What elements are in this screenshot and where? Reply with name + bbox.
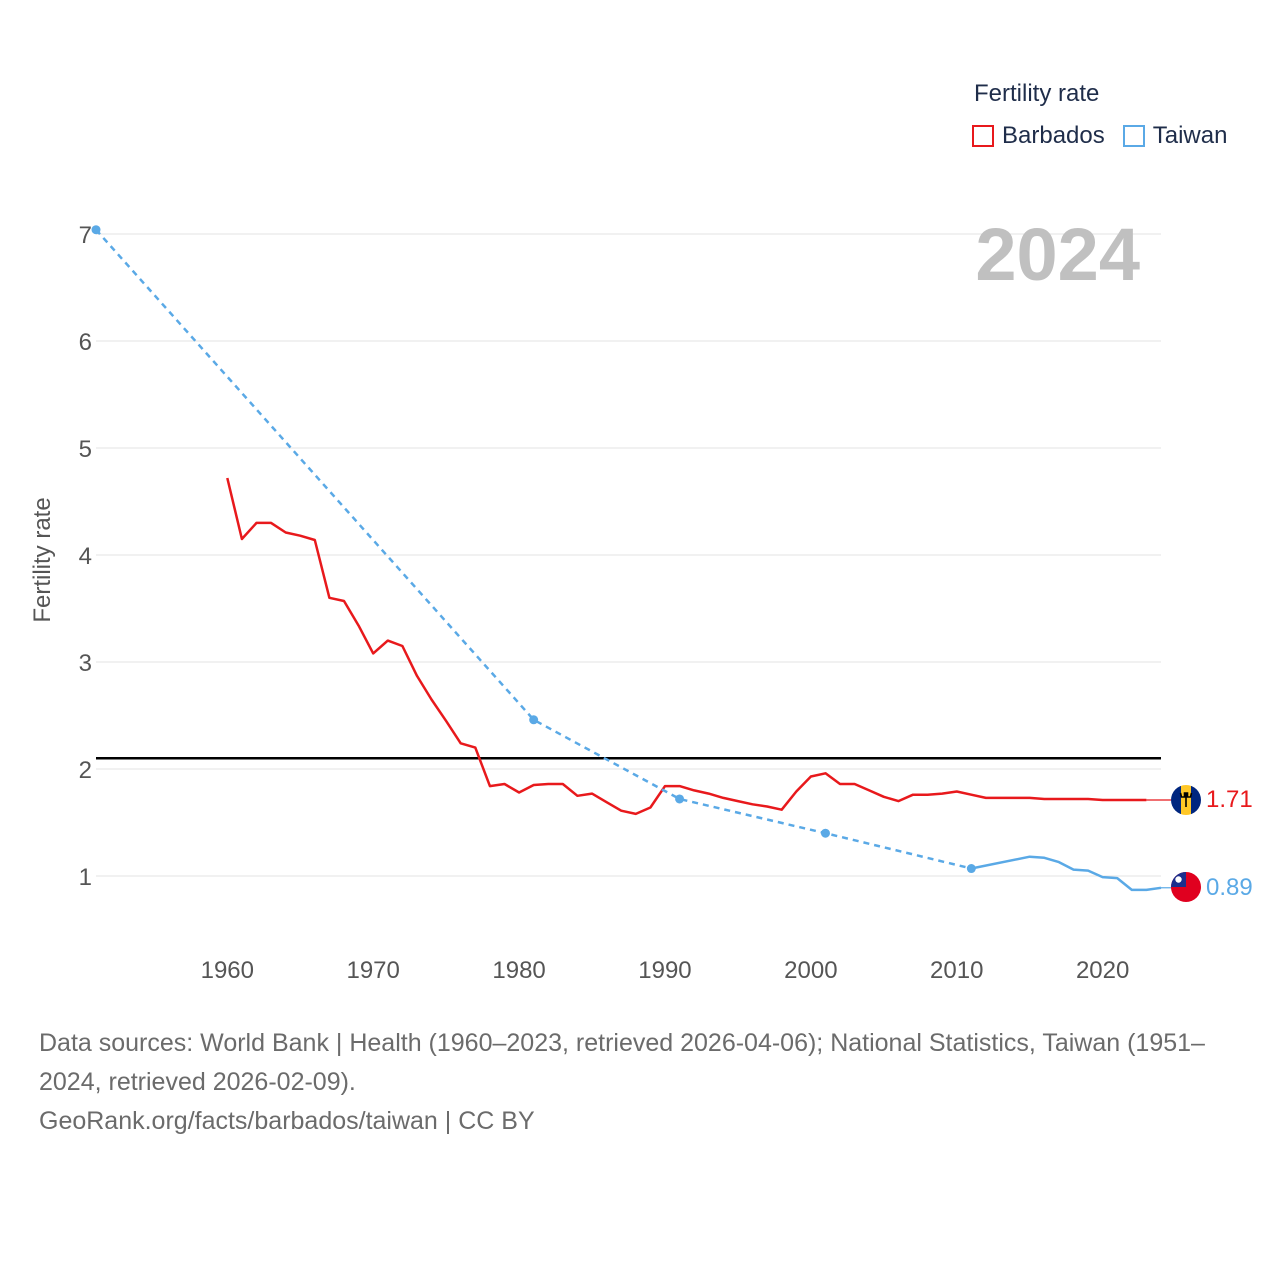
y-axis-title: Fertility rate [29, 497, 56, 622]
taiwan-line-dashed [95, 228, 972, 870]
taiwan-point-1991 [675, 794, 685, 804]
taiwan-point-2001 [820, 828, 830, 838]
barbados-line [226, 477, 1147, 816]
y-tick-label-4: 4 [79, 543, 92, 570]
y-tick-label-6: 6 [79, 329, 92, 356]
legend-swatch-taiwan [1122, 125, 1145, 147]
legend-item-taiwan[interactable]: Taiwan [1122, 122, 1228, 150]
credit-link[interactable]: GeoRank.org/facts/barbados/taiwan | CC B… [39, 1107, 535, 1135]
footer: Data sources: World Bank | Health (1960–… [39, 1024, 1249, 1141]
x-tick-label-2000: 2000 [784, 957, 837, 984]
y-tick-label-1: 1 [79, 864, 92, 891]
x-tick-label-1970: 1970 [346, 957, 399, 984]
data-sources-text: Data sources: World Bank | Health (1960–… [39, 1029, 1205, 1096]
year-label: 2024 [975, 213, 1140, 296]
y-tick-label-7: 7 [79, 222, 92, 249]
taiwan-point-2011 [966, 864, 976, 874]
x-tick-label-2020: 2020 [1076, 957, 1129, 984]
legend-swatch-barbados [972, 125, 994, 147]
legend-title: Fertility rate [974, 80, 1100, 107]
taiwan-flag-icon [1171, 872, 1201, 902]
x-tick-label-1960: 1960 [201, 957, 254, 984]
taiwan-point-1951 [91, 225, 101, 235]
legend: Barbados Taiwan [972, 122, 1245, 150]
legend-label-barbados: Barbados [1002, 122, 1105, 149]
y-tick-label-5: 5 [79, 436, 92, 463]
barbados-flag-icon [1171, 785, 1201, 815]
x-tick-label-1980: 1980 [492, 957, 545, 984]
taiwan-line-solid [971, 855, 1162, 892]
x-tick-label-2010: 2010 [930, 957, 983, 984]
y-tick-label-3: 3 [79, 650, 92, 677]
taiwan-point-1981 [529, 715, 539, 725]
legend-label-taiwan: Taiwan [1152, 122, 1228, 149]
legend-item-barbados[interactable]: Barbados [972, 122, 1105, 150]
taiwan-end-label: 0.89 [1206, 874, 1253, 901]
x-tick-label-1990: 1990 [638, 957, 691, 984]
barbados-end-label: 1.71 [1206, 786, 1253, 813]
y-tick-label-2: 2 [79, 757, 92, 784]
